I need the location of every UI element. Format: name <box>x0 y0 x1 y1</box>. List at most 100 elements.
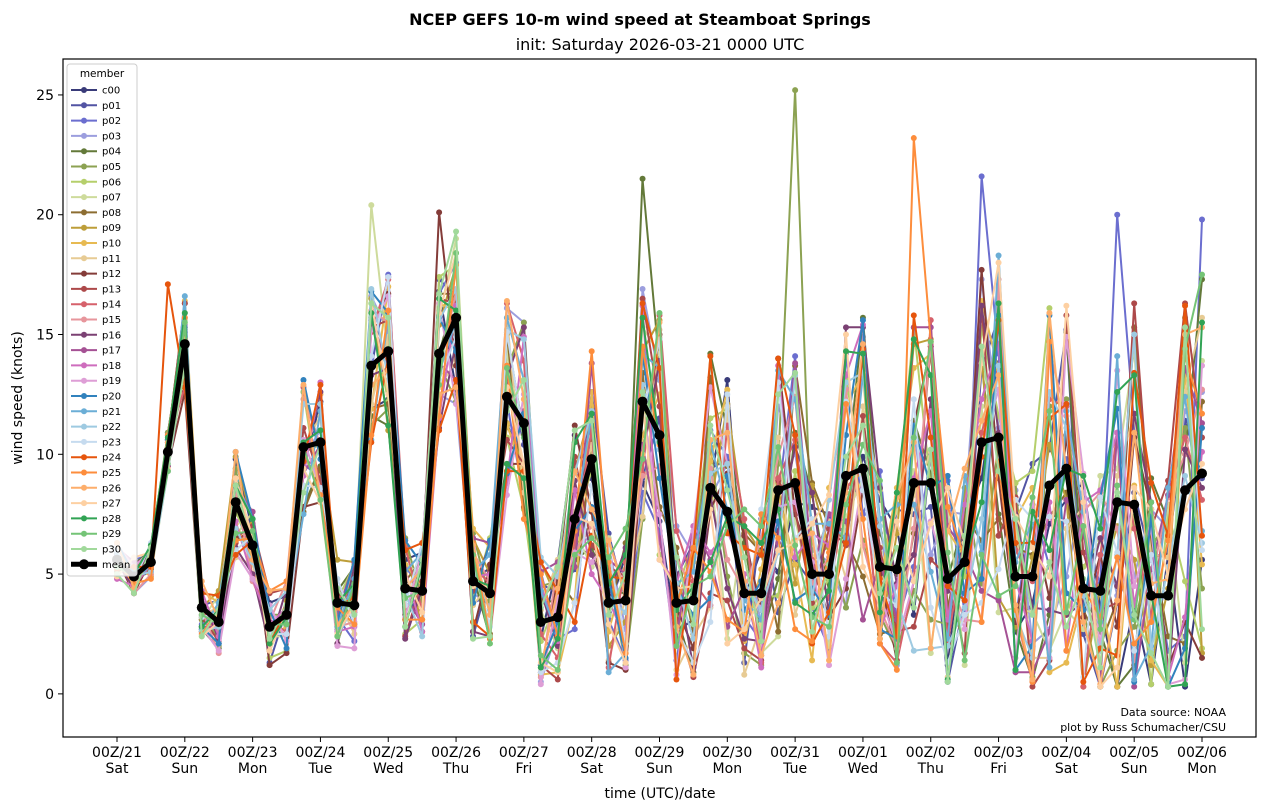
data-point-p27 <box>232 475 239 482</box>
data-point-mean <box>925 478 936 489</box>
data-point-p22 <box>910 647 917 654</box>
legend-item-p10: p10 <box>71 239 121 250</box>
data-point-p05 <box>520 319 527 326</box>
data-point-p30 <box>1165 683 1172 690</box>
data-point-p30 <box>1182 324 1189 331</box>
data-point-p14 <box>1131 525 1138 532</box>
data-point-p22 <box>419 633 426 640</box>
data-point-p22 <box>520 336 527 343</box>
data-point-p25 <box>944 504 951 511</box>
data-point-p25 <box>1063 647 1070 654</box>
data-point-p30 <box>605 611 612 618</box>
data-point-p16 <box>1199 484 1205 491</box>
data-point-p26 <box>266 587 273 594</box>
x-tick-label-time: 00Z/29 <box>635 745 685 761</box>
data-point-p24 <box>537 559 544 566</box>
legend-marker <box>81 393 87 399</box>
data-point-mean <box>230 497 241 508</box>
data-point-mean <box>518 418 529 429</box>
data-point-p26 <box>588 506 595 513</box>
data-point-mean <box>1078 583 1089 594</box>
data-point-p01 <box>1080 630 1087 637</box>
data-point-p25 <box>1114 554 1121 561</box>
data-point-p16 <box>520 324 527 331</box>
data-point-mean <box>1146 590 1157 601</box>
data-point-p23 <box>1097 494 1104 501</box>
data-point-p18 <box>588 571 595 578</box>
data-point-p05 <box>792 87 799 94</box>
data-point-mean <box>196 602 207 613</box>
data-point-p13 <box>724 597 731 604</box>
data-point-p25 <box>876 640 883 647</box>
data-point-mean <box>1027 571 1038 582</box>
data-point-p30 <box>453 228 460 235</box>
data-point-p27 <box>724 640 731 647</box>
data-point-p08 <box>859 573 866 580</box>
data-point-p24 <box>842 539 849 546</box>
data-point-p17 <box>1131 683 1138 690</box>
data-point-p27 <box>1131 484 1138 491</box>
data-point-p19 <box>537 681 544 688</box>
data-point-mean <box>1163 590 1174 601</box>
data-point-mean <box>790 478 801 489</box>
data-point-p30 <box>927 446 934 453</box>
legend-item-mean: mean <box>71 559 130 571</box>
data-point-p30 <box>792 369 799 376</box>
data-point-p21 <box>995 252 1002 259</box>
data-point-c00 <box>724 377 731 384</box>
data-point-p29 <box>1063 609 1070 616</box>
data-point-p26 <box>453 384 460 391</box>
data-point-p18 <box>758 664 765 671</box>
data-point-mean <box>942 573 953 584</box>
data-point-p28 <box>978 499 985 506</box>
data-point-p16 <box>978 302 985 309</box>
data-point-p30 <box>130 590 137 597</box>
legend-label: p21 <box>102 407 121 418</box>
data-point-p30 <box>1029 611 1036 618</box>
data-point-p30 <box>351 611 358 618</box>
data-point-p28 <box>1080 472 1087 479</box>
legend-label: p27 <box>102 499 121 510</box>
legend-label: p01 <box>102 101 121 112</box>
legend-marker <box>81 408 87 415</box>
legend-marker <box>81 546 87 552</box>
data-point-p29 <box>605 554 612 561</box>
legend-marker <box>81 285 87 292</box>
data-point-mean <box>1180 485 1191 496</box>
data-point-p30 <box>1046 559 1053 566</box>
data-point-mean <box>993 432 1004 443</box>
legend-label: p11 <box>102 254 121 265</box>
data-point-p11 <box>741 671 748 678</box>
legend-label: p18 <box>102 361 121 372</box>
data-point-p30 <box>232 482 239 489</box>
data-point-p25 <box>859 515 866 522</box>
legend-title: member <box>80 68 125 80</box>
data-point-p26 <box>1012 602 1019 609</box>
data-point-p29 <box>1029 494 1036 501</box>
data-point-p12 <box>1199 654 1205 661</box>
legend-label: p02 <box>102 116 121 127</box>
legend-label: p26 <box>102 483 121 494</box>
data-point-p27 <box>1199 460 1205 467</box>
legend-label: p23 <box>102 437 121 448</box>
data-point-p25 <box>588 348 595 355</box>
data-point-p26 <box>809 530 816 537</box>
data-point-p29 <box>673 642 680 649</box>
x-tick-label-day: Mon <box>1187 761 1217 777</box>
data-point-p17 <box>792 360 799 367</box>
data-point-p25 <box>520 515 527 522</box>
data-point-p22 <box>995 362 1002 369</box>
data-point-p19 <box>707 384 714 391</box>
legend-marker <box>81 377 87 384</box>
x-tick-label-day: Fri <box>990 761 1007 777</box>
data-point-p28 <box>588 410 595 417</box>
data-point-mean <box>552 612 563 623</box>
data-point-p27 <box>1063 302 1070 309</box>
data-point-p28 <box>707 559 714 566</box>
data-point-mean <box>840 470 851 481</box>
legend-marker <box>81 316 87 323</box>
data-point-p29 <box>588 535 595 542</box>
data-point-p25 <box>419 616 426 623</box>
legend-marker <box>81 347 87 354</box>
